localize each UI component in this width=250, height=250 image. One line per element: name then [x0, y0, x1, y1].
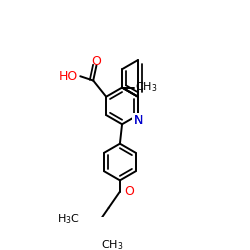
Text: O: O: [125, 185, 134, 198]
Text: CH$_3$: CH$_3$: [135, 81, 158, 94]
Text: H$_3$C: H$_3$C: [57, 212, 80, 226]
Text: HO: HO: [58, 70, 78, 83]
Text: O: O: [92, 55, 102, 68]
Text: N: N: [133, 114, 143, 127]
Text: CH$_3$: CH$_3$: [101, 239, 124, 250]
Text: N: N: [133, 114, 143, 127]
Text: N: N: [133, 114, 143, 127]
